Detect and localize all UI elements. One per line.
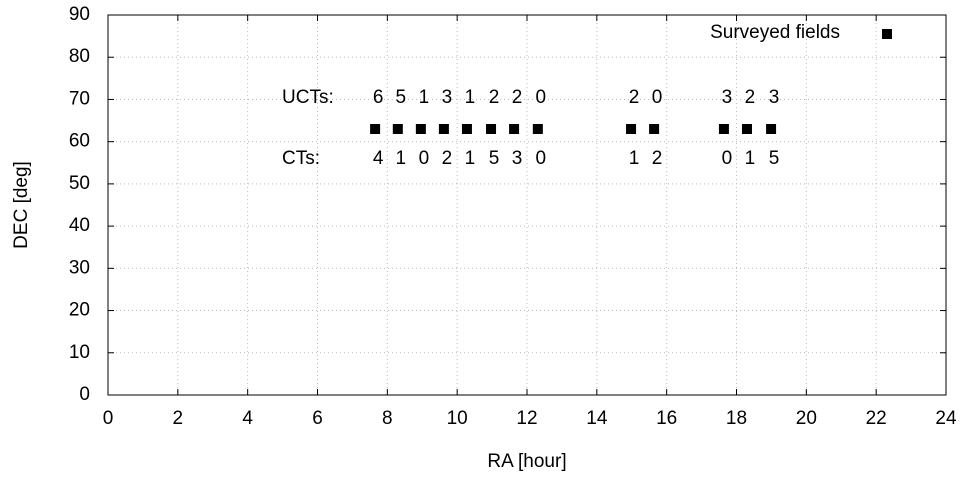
x-tick-label: 4 bbox=[242, 408, 253, 429]
ct-count: 1 bbox=[396, 148, 407, 169]
ct-count: 2 bbox=[442, 148, 453, 169]
legend-marker bbox=[882, 29, 892, 39]
plot-frame bbox=[107, 14, 947, 396]
uct-count: 3 bbox=[769, 87, 780, 108]
x-tick-label: 8 bbox=[382, 408, 393, 429]
point bbox=[486, 124, 497, 134]
y-tick-label: 20 bbox=[69, 300, 90, 321]
y-tick-label: 70 bbox=[69, 88, 90, 109]
ct-count: 1 bbox=[465, 148, 476, 169]
uct-count: 2 bbox=[745, 87, 756, 108]
x-tick-label: 24 bbox=[935, 408, 957, 429]
x-axis-label: RA [hour] bbox=[487, 451, 566, 472]
y-tick-label: 50 bbox=[69, 173, 90, 194]
x-tick-label: 16 bbox=[656, 408, 677, 429]
ct-count: 0 bbox=[419, 148, 430, 169]
point bbox=[626, 124, 637, 134]
ct-count: 1 bbox=[745, 148, 756, 169]
uct-label: UCTs: bbox=[282, 87, 334, 108]
x-tick-label: 6 bbox=[312, 408, 323, 429]
y-axis-label: DEC [deg] bbox=[11, 161, 32, 249]
point bbox=[392, 124, 403, 134]
ct-count: 0 bbox=[722, 148, 733, 169]
ct-count: 2 bbox=[652, 148, 663, 169]
uct-count: 2 bbox=[629, 87, 640, 108]
point bbox=[718, 124, 729, 134]
uct-count: 2 bbox=[512, 87, 523, 108]
point bbox=[532, 124, 543, 134]
ct-count: 5 bbox=[769, 148, 780, 169]
x-tick-label: 10 bbox=[447, 408, 468, 429]
uct-count: 5 bbox=[396, 87, 407, 108]
uct-count: 0 bbox=[536, 87, 547, 108]
uct-count: 3 bbox=[442, 87, 453, 108]
y-tick-label: 60 bbox=[69, 131, 90, 152]
uct-count: 3 bbox=[722, 87, 733, 108]
uct-count: 6 bbox=[373, 87, 384, 108]
y-tick-label: 10 bbox=[69, 342, 90, 363]
ct-count: 3 bbox=[512, 148, 523, 169]
uct-count: 2 bbox=[489, 87, 500, 108]
x-tick-label: 18 bbox=[726, 408, 747, 429]
point bbox=[461, 124, 472, 134]
ct-count: 1 bbox=[629, 148, 640, 169]
y-tick-label: 80 bbox=[69, 46, 90, 67]
x-tick-label: 2 bbox=[173, 408, 184, 429]
uct-count: 1 bbox=[465, 87, 476, 108]
ct-count: 4 bbox=[373, 148, 384, 169]
legend-label: Surveyed fields bbox=[710, 22, 840, 43]
x-tick-label: 14 bbox=[586, 408, 608, 429]
point bbox=[370, 124, 381, 134]
y-tick-label: 30 bbox=[69, 257, 90, 278]
uct-count: 1 bbox=[419, 87, 430, 108]
ct-count: 5 bbox=[489, 148, 500, 169]
y-tick-label: 40 bbox=[69, 215, 90, 236]
x-tick-label: 20 bbox=[796, 408, 817, 429]
point bbox=[509, 124, 520, 134]
uct-count: 0 bbox=[652, 87, 663, 108]
point bbox=[415, 124, 426, 134]
point bbox=[766, 124, 777, 134]
x-tick-label: 12 bbox=[516, 408, 537, 429]
y-tick-label: 90 bbox=[69, 4, 90, 25]
x-tick-label: 0 bbox=[103, 408, 114, 429]
ct-label: CTs: bbox=[282, 148, 320, 169]
ct-count: 0 bbox=[536, 148, 547, 169]
point bbox=[649, 124, 660, 134]
y-tick-label: 0 bbox=[79, 384, 90, 405]
x-tick-label: 22 bbox=[866, 408, 887, 429]
point bbox=[438, 124, 449, 134]
point bbox=[741, 124, 752, 134]
